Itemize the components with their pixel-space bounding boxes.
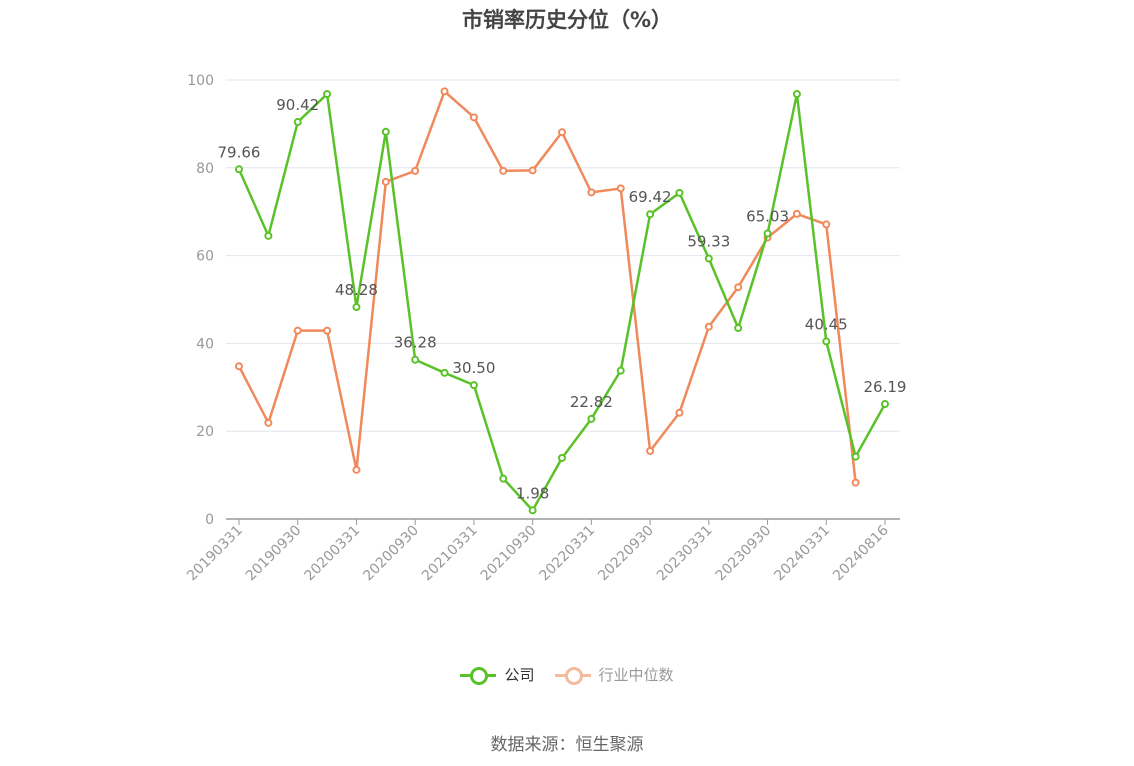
data-label: 59.33 [687, 233, 730, 251]
series-line-company [237, 92, 887, 512]
x-tick-label: 20230930 [713, 523, 775, 585]
series-line-industry [237, 90, 857, 483]
y-tick-label: 40 [196, 336, 214, 352]
data-point-industry [704, 322, 713, 331]
legend-swatch-industry [554, 665, 591, 685]
data-point-industry [587, 188, 596, 197]
data-label: 40.45 [805, 315, 848, 333]
chart-title: 市销率历史分位（%） [461, 8, 673, 32]
legend-item-company[interactable]: 公司 [460, 664, 535, 685]
data-point-company [528, 506, 537, 515]
data-point-industry [734, 283, 743, 292]
data-point-company [587, 414, 596, 423]
data-label: 1.98 [516, 484, 549, 502]
source-note: 数据来源：恒生聚源 [490, 735, 644, 755]
data-point-industry [675, 408, 684, 417]
y-tick-label: 60 [196, 249, 214, 265]
data-point-industry [469, 113, 478, 122]
line-chart: 0 20 40 60 80 100 2019033120190930202003312020… [184, 73, 907, 585]
x-tick-label: 20240816 [830, 522, 892, 584]
data-point-company [822, 337, 831, 346]
data-point-company [792, 90, 801, 99]
data-point-company [469, 381, 478, 390]
data-point-industry [558, 128, 566, 137]
x-tick-label: 20220331 [536, 523, 598, 585]
x-tick-label: 20190930 [243, 523, 305, 585]
data-point-industry [293, 326, 302, 335]
data-label: 26.19 [864, 378, 907, 396]
data-point-company [851, 452, 860, 461]
data-label: 79.66 [218, 143, 261, 161]
legend-swatch-company [460, 665, 497, 685]
data-point-company [558, 453, 566, 462]
data-point-industry [381, 177, 390, 186]
data-point-industry [646, 446, 655, 455]
data-labels: 79.66 90.42 48.28 36.28 30.50 1.98 22.82 69.42 5… [218, 96, 907, 502]
data-label: 22.82 [570, 393, 613, 411]
data-point-industry [528, 166, 537, 175]
data-point-company [499, 474, 508, 483]
x-tick-label: 20210331 [419, 523, 481, 585]
data-label: 36.28 [394, 334, 437, 352]
data-point-company [323, 90, 332, 99]
series-layer [235, 87, 889, 515]
data-label: 48.28 [335, 281, 378, 299]
data-point-company [293, 118, 302, 127]
data-label: 69.42 [629, 188, 672, 206]
data-point-company [881, 400, 889, 409]
data-point-industry [411, 166, 420, 175]
data-point-company [734, 324, 743, 333]
data-point-company [235, 165, 243, 174]
x-tick-label: 20200930 [360, 523, 422, 585]
x-tick-label: 20220930 [595, 523, 657, 585]
data-point-company [264, 231, 273, 240]
data-point-company [616, 366, 625, 375]
data-point-industry [822, 220, 831, 229]
data-point-company [763, 229, 772, 238]
data-point-industry [264, 418, 273, 427]
data-point-company [381, 127, 390, 136]
data-point-company [646, 210, 655, 219]
data-label: 90.42 [276, 96, 319, 114]
x-tick-label: 20200331 [302, 523, 364, 585]
data-point-industry [323, 326, 332, 335]
data-point-company [675, 188, 684, 197]
y-tick-label: 20 [196, 424, 214, 440]
data-point-company [411, 355, 420, 364]
x-tick-label: 20190331 [184, 523, 246, 585]
x-tick-label: 20210930 [478, 523, 540, 585]
data-point-industry [616, 184, 625, 193]
data-point-company [440, 368, 449, 377]
data-label: 30.50 [452, 359, 495, 377]
legend-label-industry: 行业中位数 [598, 666, 674, 684]
data-point-industry [352, 465, 361, 474]
x-tick-label: 20240331 [771, 523, 833, 585]
legend-label-company: 公司 [504, 666, 535, 684]
data-point-industry [792, 209, 801, 218]
data-point-company [704, 254, 713, 263]
y-tick-label: 80 [196, 161, 214, 177]
legend: 公司 行业中位数 [0, 664, 1134, 685]
data-point-industry [235, 362, 243, 371]
data-label: 65.03 [746, 208, 789, 226]
y-tick-label: 100 [187, 73, 214, 89]
data-point-company [352, 303, 361, 312]
data-point-industry [851, 478, 860, 487]
data-point-industry [440, 87, 449, 96]
data-point-industry [499, 166, 508, 175]
x-tick-label: 20230331 [654, 523, 716, 585]
y-tick-label: 0 [205, 512, 214, 528]
legend-item-industry[interactable]: 行业中位数 [554, 664, 674, 685]
